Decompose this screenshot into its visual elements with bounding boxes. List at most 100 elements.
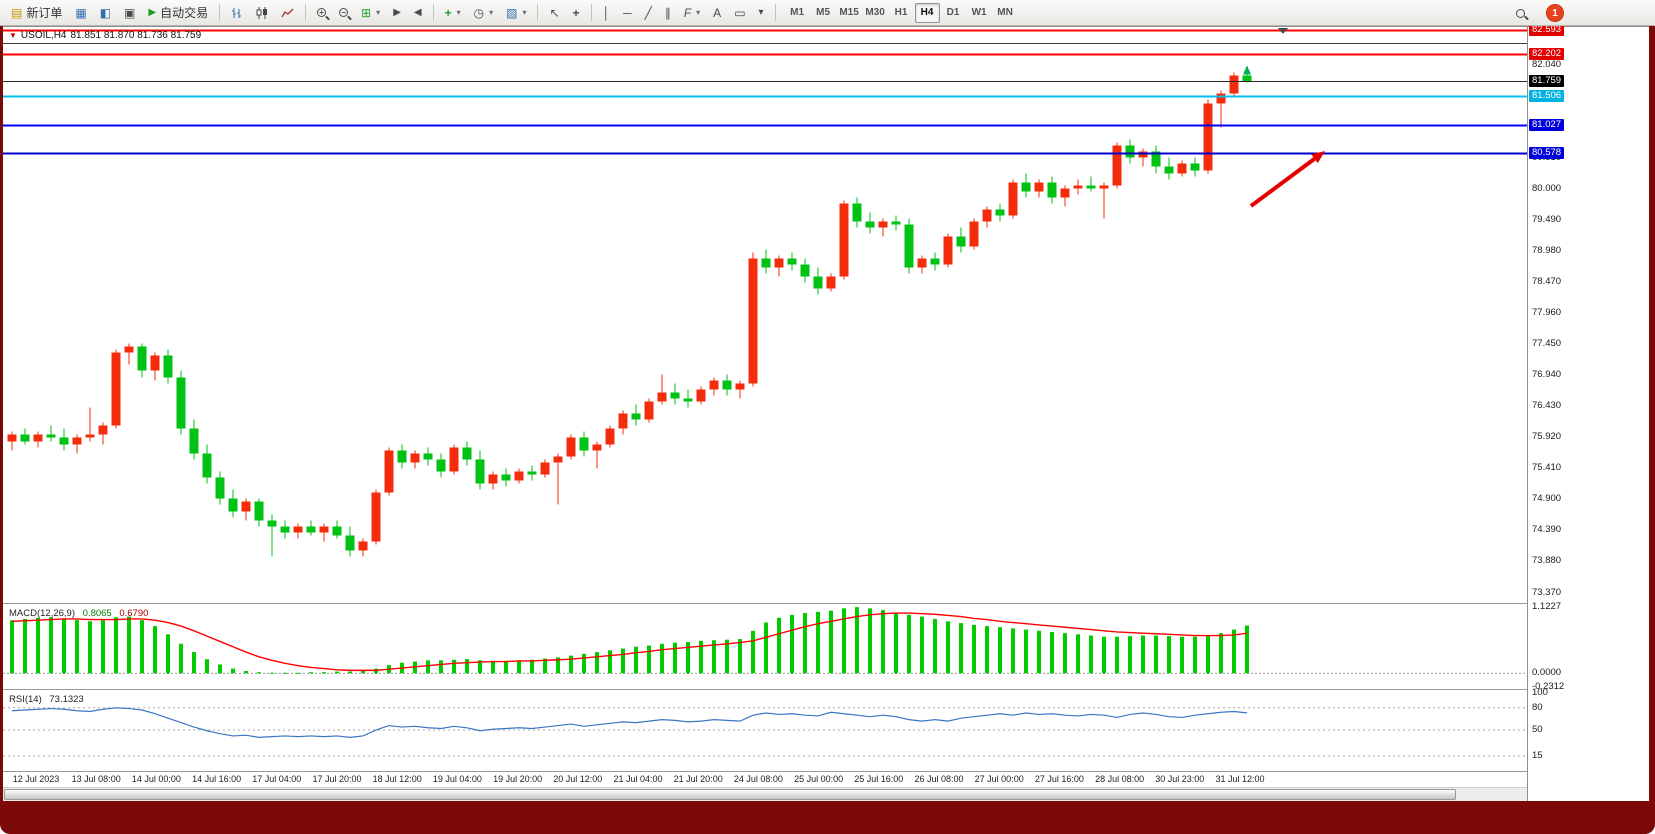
horizontal-line-button[interactable]: ─ <box>617 2 638 24</box>
price-tick-label: -0.2312 <box>1532 681 1565 692</box>
rsi-panel[interactable] <box>3 693 1527 767</box>
macd-bar <box>62 618 66 674</box>
price-axis: 82.04081.53081.02080.51080.00079.49078.9… <box>1527 23 1649 801</box>
candle <box>943 233 953 268</box>
crosshair-button[interactable]: + <box>567 2 586 24</box>
navigator-button[interactable]: ◧ <box>94 2 117 24</box>
price-tick-label: 80.000 <box>1532 182 1562 194</box>
price-tick-label: 100 <box>1532 687 1548 698</box>
timeframe-button-w1[interactable]: W1 <box>967 3 992 23</box>
h-scrollbar-thumb[interactable] <box>4 789 1456 800</box>
timeframe-button-h1[interactable]: H1 <box>889 3 914 23</box>
fibonacci-button[interactable]: F ▾ <box>678 2 706 24</box>
zoom-out-button[interactable]: − <box>333 2 354 24</box>
candle <box>20 428 30 445</box>
timeframe-button-m5[interactable]: M5 <box>811 3 836 23</box>
macd-bar <box>101 620 105 674</box>
vertical-line-button[interactable]: │ <box>597 2 617 24</box>
price-line-label: 81.506 <box>1529 89 1565 102</box>
candle <box>319 523 329 542</box>
candle <box>865 212 875 234</box>
horizontal-scrollbar[interactable] <box>3 787 1649 801</box>
candle <box>1034 179 1044 198</box>
price-tick-label: 78.470 <box>1532 275 1562 287</box>
time-axis: 12 Jul 2023 13 Jul 08:00 14 Jul 00:00 14 Ju… <box>3 771 1649 786</box>
periods-button[interactable]: ◷ ▾ <box>468 2 500 24</box>
new-chart-button[interactable]: ⊞ ▾ <box>355 2 386 24</box>
price-tick-label: 82.040 <box>1532 58 1562 70</box>
time-axis-label: 12 Jul 2023 <box>12 774 60 784</box>
trendline-icon: ╱ <box>644 5 652 20</box>
timeframe-button-m1[interactable]: M1 <box>785 3 810 23</box>
macd-bar <box>244 670 248 674</box>
timeframe-button-h4[interactable]: H4 <box>914 2 940 23</box>
market-watch-button[interactable]: ▦ <box>69 2 92 24</box>
channel-button[interactable]: ∥ <box>659 2 677 24</box>
trendline-button[interactable]: ╱ <box>639 2 658 24</box>
macd-signal-line <box>11 612 1248 672</box>
chart-shift-button[interactable]: ◀ <box>408 2 428 24</box>
price-chart[interactable] <box>3 27 1527 601</box>
buy-arrow-marker[interactable] <box>1243 65 1251 75</box>
label-button[interactable]: ▭ <box>728 2 751 24</box>
shapes-dropdown-button[interactable]: ▾ <box>753 2 770 24</box>
candle <box>917 255 927 274</box>
candle <box>150 352 160 381</box>
macd-bar <box>907 614 911 674</box>
candle <box>683 389 693 408</box>
auto-trading-button[interactable]: ▶ 自动交易 <box>142 2 214 24</box>
candle <box>579 431 589 457</box>
annotation-arrow[interactable] <box>1249 151 1325 208</box>
panel-divider[interactable] <box>3 603 1649 604</box>
candle <box>761 249 771 274</box>
time-axis-label: 21 Jul 20:00 <box>673 774 723 784</box>
line-chart-button[interactable] <box>275 2 300 24</box>
macd-bar <box>751 630 755 674</box>
macd-bar <box>1167 636 1171 674</box>
candle <box>813 267 823 295</box>
candle <box>163 349 173 384</box>
macd-bar <box>205 659 209 674</box>
chart-title: ▼ USOIL,H4 81.851 81.870 81.736 81.759 <box>9 30 201 41</box>
candle <box>787 252 797 271</box>
indicators-button[interactable]: + ▾ <box>439 2 467 24</box>
candle <box>735 380 745 399</box>
timeframe-button-m15[interactable]: M15 <box>837 3 862 23</box>
panel-divider[interactable] <box>3 689 1649 690</box>
notification-badge[interactable]: 1 <box>1547 5 1563 21</box>
terminal-button[interactable]: ▣ <box>118 2 141 24</box>
macd-bar <box>231 668 235 674</box>
zoom-in-button[interactable]: + <box>311 2 332 24</box>
candle <box>449 444 459 475</box>
candle <box>488 471 498 490</box>
auto-scroll-button[interactable]: ▶ <box>387 2 407 24</box>
candle <box>527 465 537 481</box>
macd-panel[interactable] <box>3 607 1527 687</box>
text-button[interactable]: A <box>707 2 727 24</box>
candle <box>1229 72 1239 97</box>
candlestick-chart-button[interactable] <box>250 2 274 24</box>
price-line-label: 80.578 <box>1529 146 1565 159</box>
templates-button[interactable]: ▨ ▾ <box>500 2 532 24</box>
macd-bar <box>1115 636 1119 674</box>
candle <box>72 434 82 454</box>
timeframe-button-mn[interactable]: MN <box>993 3 1018 23</box>
cursor-button[interactable]: ↖ <box>543 2 565 24</box>
candle <box>696 386 706 405</box>
bar-chart-button[interactable] <box>225 2 249 24</box>
macd-bar <box>1206 635 1210 674</box>
time-axis-label: 28 Jul 08:00 <box>1095 774 1145 784</box>
timeframe-button-d1[interactable]: D1 <box>941 3 966 23</box>
chart-shift-marker[interactable] <box>1278 28 1288 34</box>
search-button[interactable] <box>1510 2 1531 24</box>
timeframe-button-m30[interactable]: M30 <box>863 3 888 23</box>
candle <box>397 444 407 469</box>
macd-bar <box>1154 635 1158 674</box>
macd-bar <box>1232 629 1236 674</box>
dropdown-caret-icon: ▾ <box>489 8 494 17</box>
macd-bar <box>452 659 456 674</box>
one-click-trading-icon[interactable]: ▼ <box>9 31 17 40</box>
dropdown-caret-icon: ▾ <box>522 8 527 17</box>
macd-bar <box>1141 635 1145 674</box>
new-order-button[interactable]: ▤ 新订单 <box>5 2 68 24</box>
